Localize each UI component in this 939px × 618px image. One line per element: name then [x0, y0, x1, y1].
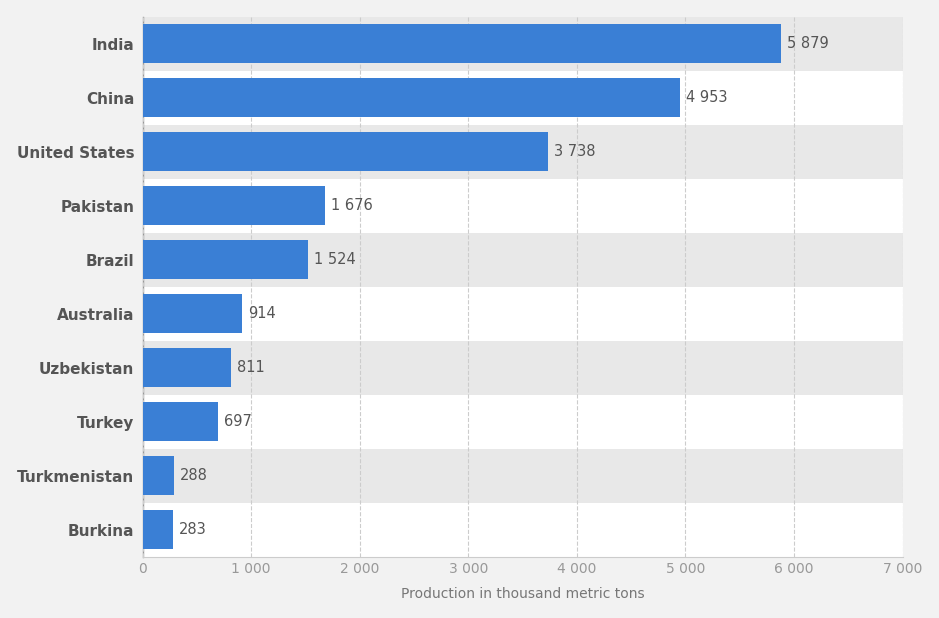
Bar — [143, 17, 902, 70]
Bar — [143, 179, 902, 232]
Bar — [143, 341, 902, 395]
Text: 4 953: 4 953 — [686, 90, 728, 105]
Bar — [143, 449, 902, 502]
Bar — [143, 70, 902, 125]
Bar — [143, 78, 681, 117]
X-axis label: Production in thousand metric tons: Production in thousand metric tons — [401, 587, 644, 601]
Bar — [143, 402, 218, 441]
Bar — [143, 510, 174, 549]
Bar — [143, 287, 902, 341]
Text: 283: 283 — [179, 522, 208, 537]
Text: 288: 288 — [180, 468, 208, 483]
Text: 914: 914 — [248, 306, 275, 321]
Text: 3 738: 3 738 — [554, 144, 596, 159]
Bar — [143, 125, 902, 179]
Bar — [143, 186, 325, 225]
Bar — [143, 240, 308, 279]
Text: 811: 811 — [237, 360, 265, 375]
Bar — [143, 502, 902, 557]
Bar — [143, 456, 174, 495]
Bar — [143, 24, 781, 63]
Text: 5 879: 5 879 — [787, 36, 828, 51]
Bar — [143, 294, 242, 333]
Bar — [143, 132, 548, 171]
Bar — [143, 395, 902, 449]
Text: 1 524: 1 524 — [314, 252, 356, 267]
Bar — [143, 232, 902, 287]
Bar — [143, 348, 231, 387]
Text: 697: 697 — [224, 414, 253, 429]
Text: 1 676: 1 676 — [331, 198, 373, 213]
